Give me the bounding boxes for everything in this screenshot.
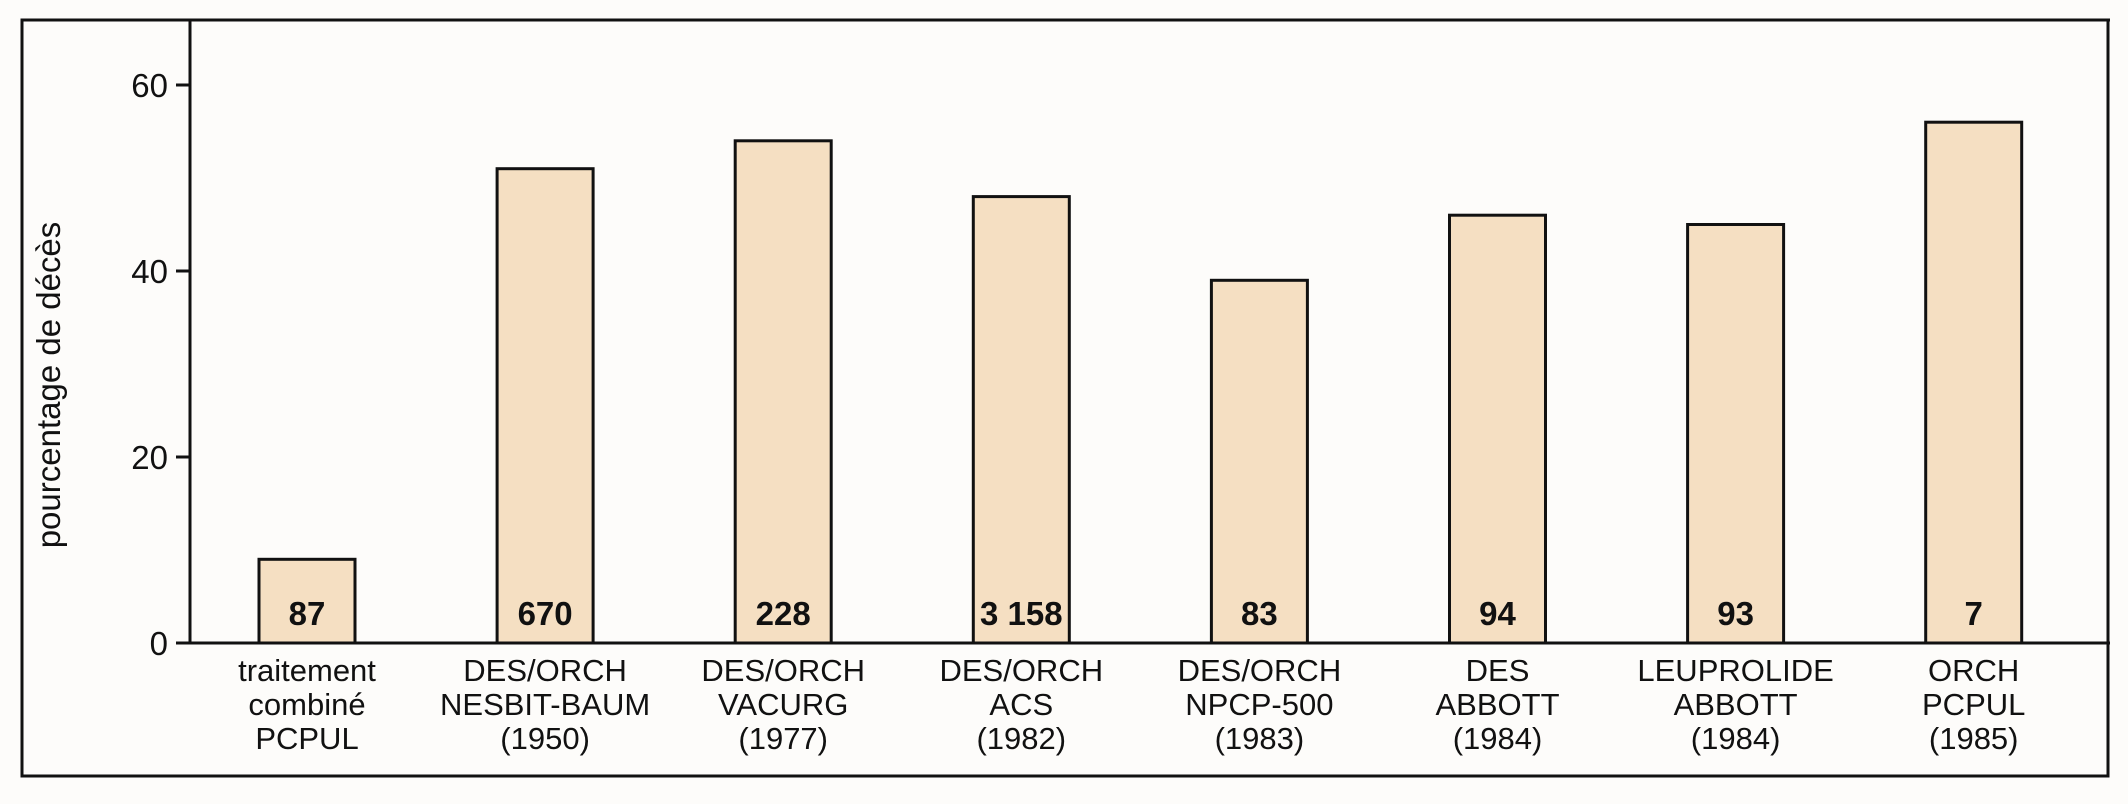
x-category-label: ORCH PCPUL (1985) xyxy=(1922,653,2025,756)
x-category-label-line: LEUPROLIDE xyxy=(1637,653,1833,688)
bar xyxy=(733,139,833,645)
x-category-label-line: DES xyxy=(1466,653,1530,688)
x-category-label-line: ABBOTT xyxy=(1674,687,1798,722)
x-category-label: traitement combiné PCPUL xyxy=(238,653,376,756)
bar-data-label: 228 xyxy=(756,595,811,632)
x-category-label-line: PCPUL xyxy=(1922,687,2025,722)
x-category-label-line: DES/ORCH xyxy=(939,653,1103,688)
x-category-label: LEUPROLIDE ABBOTT (1984) xyxy=(1637,653,1833,756)
x-category-label-line: NESBIT-BAUM xyxy=(440,687,650,722)
x-category-label-line: (1985) xyxy=(1929,721,2019,756)
y-tick-label: 60 xyxy=(131,67,168,104)
bar-data-label: 94 xyxy=(1479,595,1516,632)
x-category-label-line: ABBOTT xyxy=(1435,687,1559,722)
x-category-label-line: combiné xyxy=(248,687,365,722)
bar xyxy=(495,167,595,645)
bar-data-label: 3 158 xyxy=(980,595,1063,632)
bar-data-label: 93 xyxy=(1717,595,1754,632)
bar-data-label: 7 xyxy=(1965,595,1983,632)
bar xyxy=(971,195,1071,645)
x-category-label-line: (1950) xyxy=(500,721,590,756)
x-category-label: DES ABBOTT (1984) xyxy=(1435,653,1559,756)
x-category-label-line: (1984) xyxy=(1691,721,1781,756)
bar-data-label: 87 xyxy=(289,595,326,632)
x-category-label-line: NPCP-500 xyxy=(1185,687,1333,722)
x-category-label: DES/ORCH ACS (1982) xyxy=(939,653,1103,756)
y-axis-title: pourcentage de décès xyxy=(30,222,67,549)
bar xyxy=(1448,213,1547,645)
x-category-label-line: traitement xyxy=(238,653,376,688)
x-category-label: DES/ORCH NPCP-500 (1983) xyxy=(1178,653,1342,756)
x-category-label-line: DES/ORCH xyxy=(1178,653,1342,688)
x-category-label-line: VACURG xyxy=(718,687,848,722)
bar xyxy=(257,557,357,645)
x-category-label-line: (1984) xyxy=(1453,721,1543,756)
x-category-label-line: ACS xyxy=(989,687,1053,722)
bar-data-label: 670 xyxy=(518,595,573,632)
bar xyxy=(1924,120,2024,645)
x-category-label-line: (1982) xyxy=(976,721,1066,756)
x-category-label: DES/ORCH VACURG (1977) xyxy=(701,653,865,756)
bar-data-label: 83 xyxy=(1241,595,1278,632)
y-tick-label: 40 xyxy=(131,253,168,290)
bar xyxy=(1686,223,1786,645)
bar xyxy=(1209,278,1309,645)
x-category-label-line: DES/ORCH xyxy=(701,653,865,688)
x-category-label: DES/ORCH NESBIT-BAUM (1950) xyxy=(440,653,650,756)
x-category-label-line: DES/ORCH xyxy=(463,653,627,688)
x-category-label-line: (1983) xyxy=(1215,721,1305,756)
y-tick-label: 20 xyxy=(131,439,168,476)
x-category-label-line: (1977) xyxy=(738,721,828,756)
y-tick-label: 0 xyxy=(150,625,168,662)
x-category-label-line: ORCH xyxy=(1928,653,2019,688)
x-category-label-line: PCPUL xyxy=(255,721,358,756)
